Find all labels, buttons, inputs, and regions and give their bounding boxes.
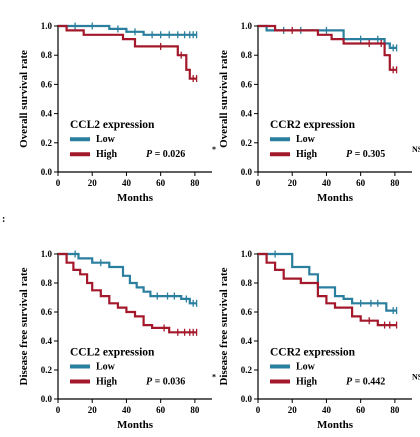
y-tick-label: 0.0 bbox=[41, 394, 53, 404]
y-tick-label: 0.0 bbox=[41, 167, 53, 177]
km-curve-high bbox=[258, 24, 397, 71]
km-curve-low bbox=[258, 24, 397, 50]
legend-label-low: Low bbox=[96, 134, 116, 145]
km-panel-a-top-left: 0.0 0.2 0.4 0.6 0.8 1.0 0 20 40 60 80 Months Overall… bbox=[18, 21, 216, 204]
legend-title: CCL2 expression bbox=[70, 119, 155, 131]
p-value: = 0.026 bbox=[152, 149, 185, 160]
km-panel-a-top-right: 0.0 0.2 0.4 0.6 0.8 1.0 0 20 40 60 80 Months Overall… bbox=[218, 21, 420, 204]
km-curve-high bbox=[258, 252, 397, 327]
y-tick-label: 0.8 bbox=[41, 278, 53, 288]
significance-mark: NS bbox=[412, 145, 420, 154]
p-label: P bbox=[146, 377, 153, 388]
y-tick-label: 0.6 bbox=[241, 307, 253, 317]
legend-label-high: High bbox=[96, 377, 118, 388]
y-tick-label: 0.6 bbox=[41, 79, 53, 89]
y-tick-label: 0.2 bbox=[241, 138, 253, 148]
x-tick-label: 60 bbox=[156, 178, 166, 188]
y-tick-label: 0.2 bbox=[41, 365, 53, 375]
p-value-annotation: P = 0.305 bbox=[346, 149, 385, 160]
y-tick-label: 1.0 bbox=[41, 249, 53, 259]
p-value-annotation: P = 0.026 bbox=[146, 149, 185, 160]
legend-label-low: Low bbox=[296, 134, 316, 145]
y-tick-label: 0.4 bbox=[41, 109, 53, 119]
x-tick-label: 0 bbox=[56, 405, 61, 415]
legend-label-low: Low bbox=[296, 362, 316, 373]
x-tick-label: 80 bbox=[190, 178, 200, 188]
y-tick-label: 0.8 bbox=[241, 50, 253, 60]
km-curve-low bbox=[258, 252, 397, 312]
p-value: = 0.442 bbox=[352, 377, 385, 388]
x-axis-title: Months bbox=[117, 192, 154, 204]
x-tick-label: 20 bbox=[288, 405, 298, 415]
x-tick-label: 60 bbox=[356, 178, 366, 188]
km-panel-b-bottom-right: 0.0 0.2 0.4 0.6 0.8 1.0 0 20 40 60 80 Months Disease… bbox=[218, 249, 420, 431]
legend-title: CCL2 expression bbox=[70, 347, 155, 359]
km-panel-b-bottom-left: 0.0 0.2 0.4 0.6 0.8 1.0 0 20 40 60 80 Months Disease… bbox=[18, 249, 216, 431]
x-tick-label: 60 bbox=[156, 405, 166, 415]
y-tick-label: 1.0 bbox=[41, 21, 53, 31]
km-curve-low bbox=[58, 252, 197, 305]
y-tick-label: 0.2 bbox=[41, 138, 53, 148]
p-value-annotation: P = 0.442 bbox=[346, 377, 385, 388]
x-tick-label: 0 bbox=[256, 405, 261, 415]
significance-mark: * bbox=[212, 373, 216, 382]
y-axis-title: Overall survival rate bbox=[218, 50, 230, 148]
p-label: P bbox=[346, 149, 353, 160]
x-tick-label: 40 bbox=[322, 405, 332, 415]
legend-title: CCR2 expression bbox=[270, 347, 356, 359]
p-label: P bbox=[346, 377, 353, 388]
x-axis-title: Months bbox=[317, 419, 354, 431]
p-value-annotation: P = 0.036 bbox=[146, 377, 185, 388]
p-label: P bbox=[146, 149, 153, 160]
km-curve-high bbox=[58, 252, 197, 334]
significance-mark: * bbox=[212, 145, 216, 154]
x-tick-label: 60 bbox=[356, 405, 366, 415]
x-tick-label: 80 bbox=[190, 405, 200, 415]
y-tick-label: 0.4 bbox=[241, 336, 253, 346]
y-tick-label: 0.4 bbox=[41, 336, 53, 346]
y-axis-title: Overall survival rate bbox=[18, 50, 30, 148]
x-tick-label: 40 bbox=[122, 178, 132, 188]
p-value: = 0.036 bbox=[152, 377, 185, 388]
y-axis-title: Disease free survival rate bbox=[18, 267, 30, 385]
x-tick-label: 20 bbox=[88, 405, 98, 415]
x-axis-title: Months bbox=[117, 419, 154, 431]
x-tick-label: 20 bbox=[288, 178, 298, 188]
y-tick-label: 0.6 bbox=[41, 307, 53, 317]
x-tick-label: 40 bbox=[322, 178, 332, 188]
x-axis-title: Months bbox=[317, 192, 354, 204]
legend-title: CCR2 expression bbox=[270, 119, 356, 131]
x-tick-label: 0 bbox=[56, 178, 61, 188]
legend-label-high: High bbox=[296, 149, 318, 160]
y-tick-label: 0.8 bbox=[241, 278, 253, 288]
y-tick-label: 0.2 bbox=[241, 365, 253, 375]
legend-label-high: High bbox=[96, 149, 118, 160]
x-tick-label: 0 bbox=[256, 178, 261, 188]
legend-label-low: Low bbox=[96, 362, 116, 373]
y-tick-label: 0.8 bbox=[41, 50, 53, 60]
x-tick-label: 80 bbox=[390, 405, 400, 415]
significance-mark: NS bbox=[412, 373, 420, 382]
x-tick-label: 40 bbox=[122, 405, 132, 415]
y-tick-label: 0.6 bbox=[241, 79, 253, 89]
x-tick-label: 80 bbox=[390, 178, 400, 188]
y-tick-label: 0.4 bbox=[241, 109, 253, 119]
legend-label-high: High bbox=[296, 377, 318, 388]
y-tick-label: 0.0 bbox=[241, 167, 253, 177]
x-tick-label: 20 bbox=[88, 178, 98, 188]
y-tick-label: 1.0 bbox=[241, 249, 253, 259]
y-axis-title: Disease free survival rate bbox=[218, 267, 230, 385]
km-curve-high bbox=[58, 24, 197, 80]
panel-b-partial-label: : bbox=[2, 214, 5, 225]
km-curve-low bbox=[58, 24, 197, 36]
y-tick-label: 1.0 bbox=[241, 21, 253, 31]
p-value: = 0.305 bbox=[352, 149, 385, 160]
y-tick-label: 0.0 bbox=[241, 394, 253, 404]
